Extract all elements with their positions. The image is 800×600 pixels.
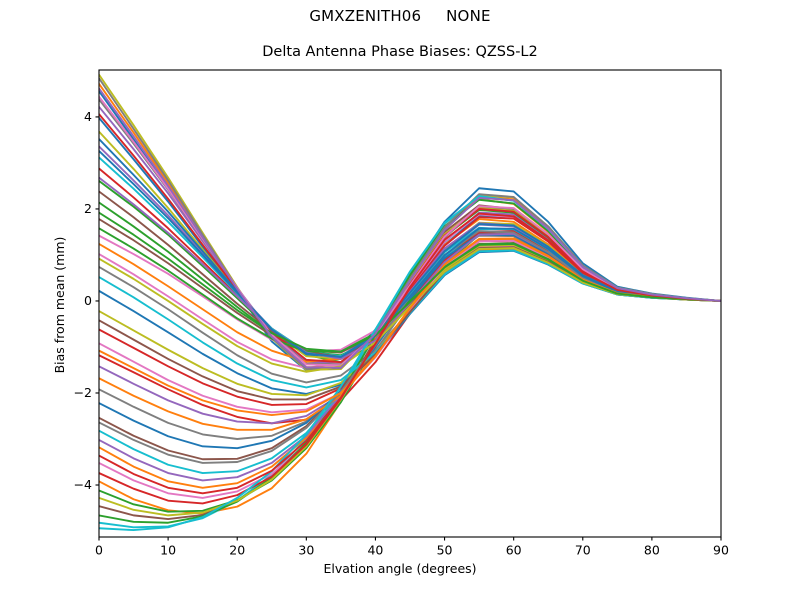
y-tick-label: 2: [84, 201, 92, 216]
chart-series-line: [99, 212, 721, 495]
chart-series-line: [99, 150, 721, 359]
x-tick-label: 80: [644, 543, 660, 558]
chart-series-line: [99, 218, 721, 489]
x-tick-label: 70: [575, 543, 591, 558]
chart-series-line: [99, 211, 721, 353]
y-tick-label: −4: [74, 477, 92, 492]
figure-suptitle: GMXZENITH06 NONE: [309, 7, 491, 25]
x-tick-label: 50: [437, 543, 453, 558]
x-tick-label: 40: [367, 543, 383, 558]
chart-series-line: [99, 176, 721, 360]
chart-series-line: [99, 87, 721, 369]
chart-series-line: [99, 243, 721, 397]
chart-series-line: [99, 222, 721, 482]
chart-series-line: [99, 138, 721, 359]
y-axis-label: Bias from mean (mm): [52, 236, 67, 374]
x-tick-label: 20: [229, 543, 245, 558]
x-tick-label: 90: [713, 543, 729, 558]
x-axis-label: Elvation angle (degrees): [323, 561, 477, 576]
y-tick-label: −2: [74, 385, 92, 400]
y-tick-label: 4: [84, 109, 92, 124]
chart-series-line: [99, 167, 721, 359]
chart-title: Delta Antenna Phase Biases: QZSS-L2: [262, 44, 538, 60]
chart-axes-group: 0 10 20 30 40 50 60 70 80 90 −4 −2 0 2 4: [74, 69, 729, 558]
x-tick-label: 60: [506, 543, 522, 558]
plot-frame: [98, 69, 722, 538]
chart-series-line: [99, 207, 721, 505]
chart-series-line: [99, 233, 721, 450]
y-tick-label: 0: [84, 293, 92, 308]
chart-series-group: [99, 74, 721, 532]
chart-series-line: [99, 198, 721, 524]
x-tick-label: 0: [95, 543, 103, 558]
chart-series-line: [99, 231, 721, 461]
x-tick-label: 10: [160, 543, 176, 558]
x-tick-label: 30: [298, 543, 314, 558]
